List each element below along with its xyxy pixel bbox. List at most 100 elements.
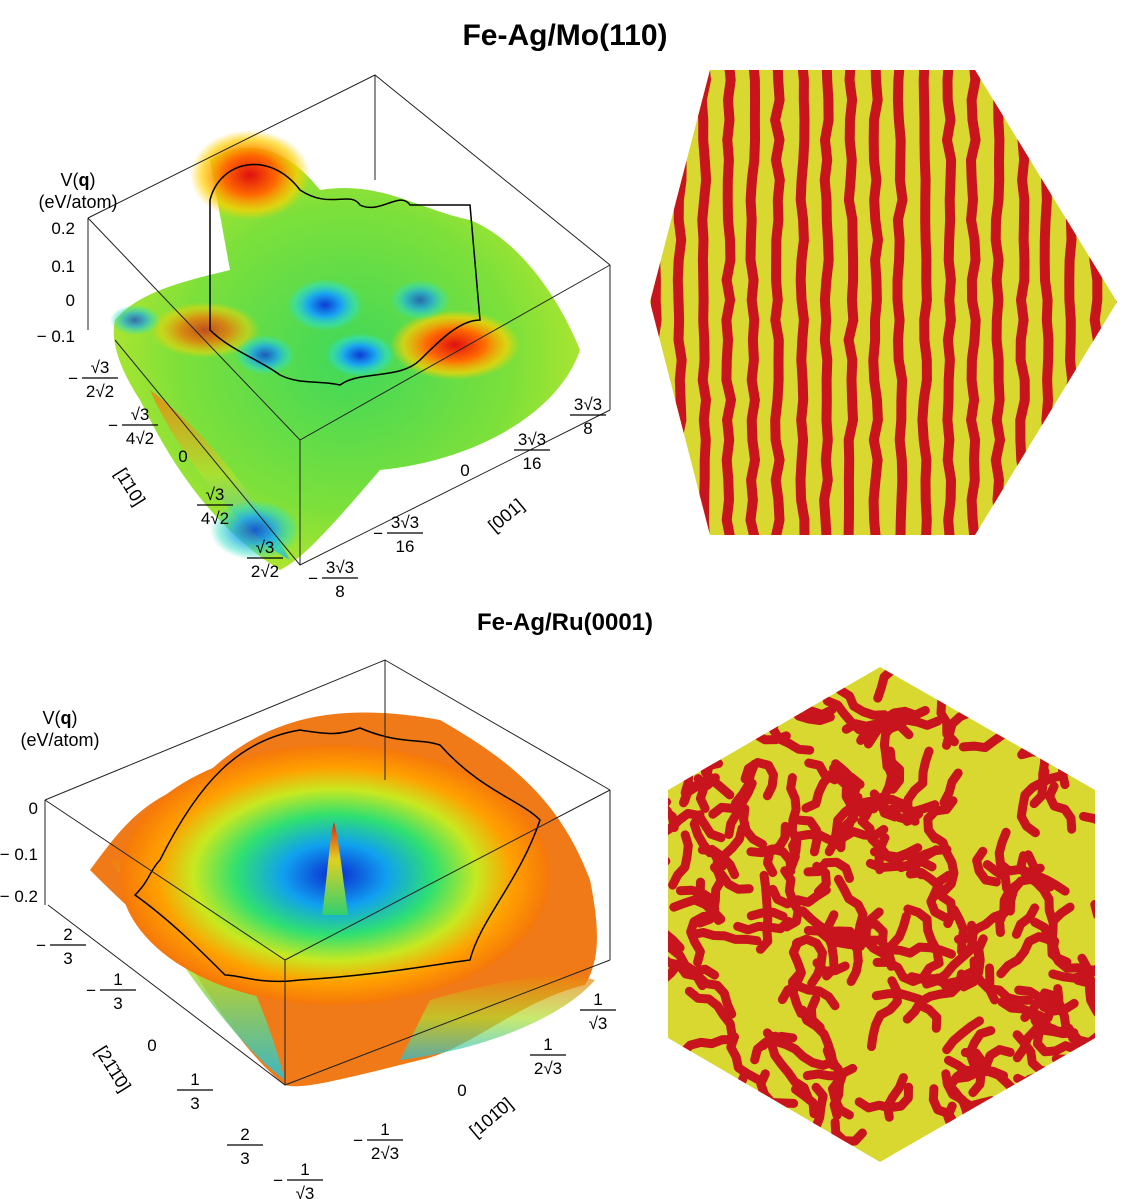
maze-domain	[998, 617, 1037, 667]
z-axis-label-part: )	[90, 170, 96, 190]
maze-domain	[918, 619, 950, 674]
tick-denominator: 16	[523, 454, 542, 473]
tick-sign: −	[353, 1131, 363, 1150]
maze-domain	[848, 1166, 869, 1190]
stripe	[947, 60, 951, 540]
z-tick-label: − 0.2	[0, 887, 38, 906]
tick-denominator: 4√2	[201, 509, 229, 528]
tick-numerator: 2	[240, 1125, 249, 1144]
tick-sign: −	[308, 569, 318, 588]
stripe	[1020, 60, 1025, 540]
tick-label: 0	[147, 1036, 156, 1055]
z-tick-label: 0.2	[51, 219, 75, 238]
maze-domain	[783, 1163, 813, 1170]
tick-denominator: 2√2	[86, 382, 114, 401]
tick-denominator: 3	[113, 994, 122, 1013]
tick-numerator: √3	[256, 538, 275, 557]
stripe	[971, 60, 976, 540]
maze-domain	[1046, 1075, 1061, 1127]
maze-domain	[616, 802, 667, 818]
maze-domain	[721, 693, 748, 735]
axis-label: [21̄1̄0]	[91, 1042, 134, 1095]
maze-domain	[708, 729, 715, 772]
maze-domain	[791, 707, 833, 714]
panel-title: Fe-Ag/Mo(110)	[462, 19, 667, 52]
surface-plot	[88, 75, 610, 570]
z-axis-label-part: )	[72, 708, 78, 728]
stripe	[996, 60, 1001, 540]
tick-denominator: 2√2	[251, 562, 279, 581]
tick-numerator: 3√3	[326, 558, 354, 577]
maze-domain	[699, 673, 726, 723]
maze-domain	[793, 1166, 817, 1182]
z-axis-label-part: V(	[61, 170, 79, 190]
maze-domain	[703, 1151, 754, 1185]
maze-domain	[608, 766, 668, 777]
maze-domain	[1019, 1076, 1050, 1097]
maze-domain	[1095, 905, 1116, 927]
z-axis-label-part: q	[61, 708, 72, 728]
stripe	[801, 60, 805, 540]
tick-denominator: 16	[396, 537, 415, 556]
surface-plot	[45, 660, 610, 1086]
maze-domain	[704, 683, 721, 728]
tick-sign: −	[68, 369, 78, 388]
axis-label: [1̄10]	[111, 465, 149, 510]
z-axis-label: V(q)	[43, 708, 78, 728]
axis-label: [101̄0]	[466, 1094, 517, 1141]
maze-domain	[989, 1113, 1018, 1127]
z-tick-label: 0	[66, 291, 75, 310]
maze-domain	[779, 1143, 790, 1183]
stripe	[922, 60, 927, 540]
stripe	[898, 60, 903, 540]
figure: Fe-Ag/Mo(110)V(q)(eV/atom)0.20.10− 0.1√3…	[0, 0, 1133, 1199]
maze-domain	[688, 686, 731, 741]
tick-denominator: 8	[583, 419, 592, 438]
axis-label: [001]	[484, 495, 528, 536]
stripe	[1069, 60, 1073, 540]
maze-domain	[974, 1157, 1002, 1168]
stripe	[824, 60, 829, 540]
tick-label: 0	[460, 461, 469, 480]
tick-numerator: √3	[131, 405, 150, 424]
tick-numerator: 3√3	[574, 395, 602, 414]
maze-domain	[746, 682, 785, 712]
stripe-domain-pattern	[640, 60, 1130, 550]
maze-domain	[651, 1052, 683, 1078]
maze-domain	[1056, 1059, 1096, 1091]
maze-domain	[628, 692, 672, 737]
maze-domain	[633, 1125, 670, 1187]
maze-domain	[1021, 1081, 1051, 1119]
tick-sign: −	[373, 524, 383, 543]
z-axis-label-part: V(	[43, 708, 61, 728]
tick-denominator: 3	[190, 1094, 199, 1113]
maze-domain	[736, 1114, 747, 1155]
maze-domain	[680, 670, 733, 678]
tick-label: 0	[457, 1081, 466, 1100]
tick-numerator: 1	[380, 1120, 389, 1139]
tick-numerator: 1	[543, 1035, 552, 1054]
z-tick-label: 0	[29, 799, 38, 818]
tick-sign: −	[273, 1171, 283, 1190]
tick-denominator: 3	[63, 949, 72, 968]
stripe	[726, 60, 731, 540]
z-tick-label: − 0.1	[0, 845, 38, 864]
tick-numerator: 3√3	[518, 430, 546, 449]
z-tick-label: − 0.1	[37, 327, 75, 346]
maze-domain	[1071, 671, 1103, 713]
tick-denominator: 8	[335, 582, 344, 601]
z-axis-label-part: q	[79, 170, 90, 190]
tick-numerator: 2	[63, 925, 72, 944]
maze-domain	[637, 861, 666, 887]
maze-domain	[692, 1115, 728, 1150]
tick-numerator: √3	[206, 485, 225, 504]
stripe	[751, 60, 756, 540]
tick-sign: −	[36, 936, 46, 955]
maze-domain	[635, 725, 674, 761]
tick-denominator: 3	[240, 1149, 249, 1168]
stripe	[653, 60, 658, 540]
stripe	[677, 60, 681, 540]
stripe	[702, 60, 706, 540]
stripe	[1045, 60, 1050, 540]
maze-domain	[1066, 749, 1098, 778]
